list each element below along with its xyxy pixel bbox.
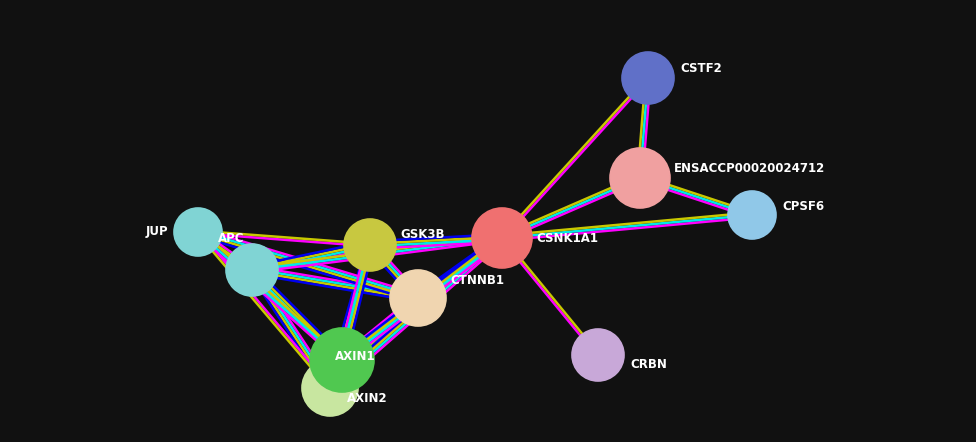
Text: CTNNB1: CTNNB1 [450, 274, 504, 286]
Text: JUP: JUP [145, 225, 168, 239]
Text: CSTF2: CSTF2 [680, 61, 721, 75]
Circle shape [302, 360, 358, 416]
Text: CSNK1A1: CSNK1A1 [536, 232, 598, 244]
Text: CRBN: CRBN [630, 358, 667, 371]
Text: ENSACCP00020024712: ENSACCP00020024712 [674, 161, 826, 175]
Circle shape [174, 208, 222, 256]
Text: AXIN1: AXIN1 [335, 350, 376, 362]
Circle shape [622, 52, 674, 104]
Text: CPSF6: CPSF6 [782, 201, 824, 213]
Circle shape [472, 208, 532, 268]
Text: AXIN2: AXIN2 [347, 392, 387, 404]
Text: APC: APC [218, 232, 244, 244]
Circle shape [610, 148, 670, 208]
Text: GSK3B: GSK3B [400, 229, 444, 241]
Circle shape [310, 328, 374, 392]
Circle shape [572, 329, 624, 381]
Circle shape [728, 191, 776, 239]
Circle shape [226, 244, 278, 296]
Circle shape [344, 219, 396, 271]
Circle shape [390, 270, 446, 326]
